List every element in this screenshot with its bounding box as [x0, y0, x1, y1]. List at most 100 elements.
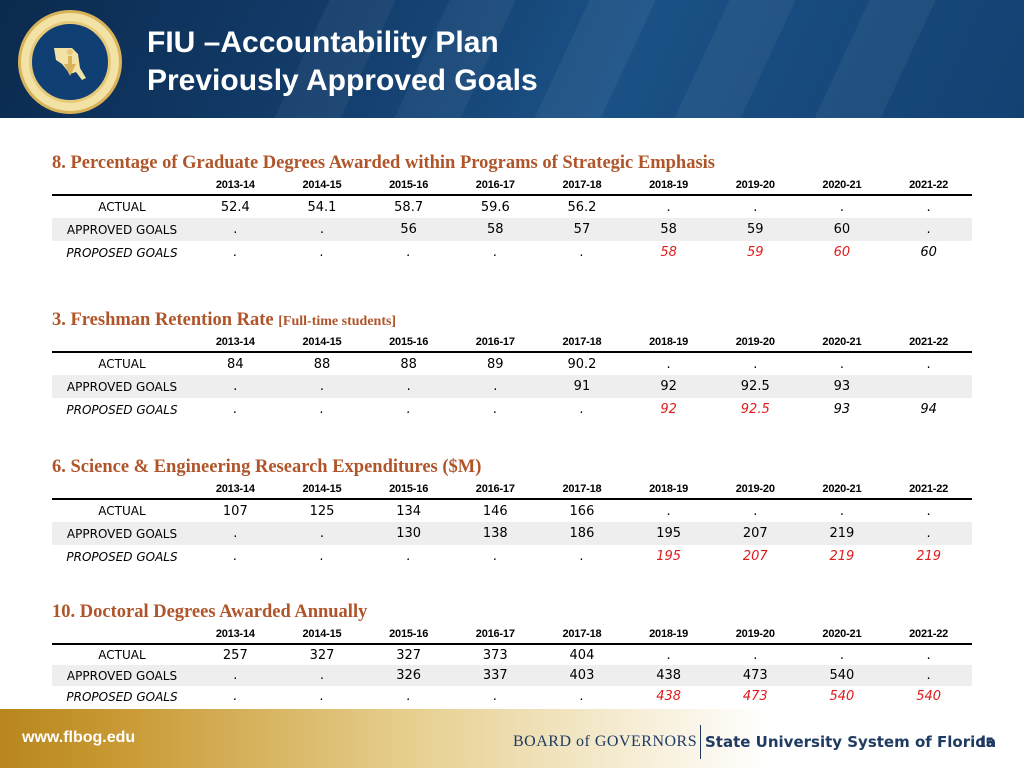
row-label-header — [52, 624, 192, 645]
table-cell: 404 — [569, 647, 595, 663]
table-cell — [885, 375, 972, 398]
year-header: 2015-16 — [365, 175, 452, 196]
table-cell: 326 — [365, 665, 452, 686]
year-header: 2018-19 — [625, 175, 712, 196]
table-cell: 195 — [625, 522, 712, 545]
footer-url-link[interactable]: www.flbog.edu — [22, 729, 136, 746]
table-cell: 540 — [916, 689, 942, 704]
section-title: 3. Freshman Retention Rate [Full-time st… — [52, 308, 972, 332]
year-header: 2020-21 — [798, 624, 886, 645]
year-header: 2019-20 — [711, 332, 799, 353]
table-cell: 92 — [660, 402, 677, 417]
table-cell: . — [319, 689, 325, 704]
table-cell: 54.1 — [307, 199, 337, 215]
table-cell: . — [926, 503, 931, 519]
table-cell: . — [753, 647, 758, 663]
section-research-expenditures: 6. Science & Engineering Research Expend… — [52, 455, 972, 568]
table-cell: 88 — [313, 356, 331, 372]
title-line-2: Previously Approved Goals — [147, 64, 538, 97]
data-table: 2013-14 2014-15 2015-16 2016-17 2017-18 … — [52, 479, 972, 568]
section-doctoral-degrees: 10. Doctoral Degrees Awarded Annually 20… — [52, 600, 972, 707]
actual-row: ACTUAL 257 327 327 373 404 . . . . — [52, 644, 972, 665]
table-cell: 403 — [538, 665, 626, 686]
table-cell: 438 — [625, 665, 712, 686]
section-title-text: 6. Science & Engineering Research Expend… — [52, 457, 482, 477]
table-cell: 89 — [487, 356, 504, 372]
table-cell: . — [926, 356, 931, 372]
table-cell: 52.4 — [220, 199, 250, 215]
year-header: 2016-17 — [451, 332, 539, 353]
table-cell: . — [493, 549, 498, 564]
year-header: 2017-18 — [538, 624, 626, 645]
proposed-goals-row: PROPOSED GOALS . . . . . 92 92.5 93 94 — [52, 398, 972, 421]
section-title-text: 8. Percentage of Graduate Degrees Awarde… — [52, 153, 715, 173]
table-cell: 134 — [396, 503, 422, 519]
year-header: 2015-16 — [365, 479, 452, 500]
data-table: 2013-14 2014-15 2015-16 2016-17 2017-18 … — [52, 624, 972, 707]
table-cell: . — [451, 375, 539, 398]
approved-goals-row: APPROVED GOALS . . 130 138 186 195 207 2… — [52, 522, 972, 545]
table-cell: . — [278, 218, 366, 241]
table-cell: 60 — [920, 245, 937, 260]
table-cell: . — [885, 218, 972, 241]
row-label: PROPOSED GOALS — [66, 549, 178, 564]
table-cell: . — [233, 549, 238, 564]
table-cell: . — [406, 245, 411, 260]
year-header: 2019-20 — [711, 479, 799, 500]
row-label-header — [52, 175, 192, 196]
table-cell: 257 — [222, 647, 248, 663]
year-header: 2017-18 — [538, 175, 626, 196]
table-cell: 327 — [309, 647, 335, 663]
year-header: 2013-14 — [192, 479, 279, 500]
table-cell: 327 — [396, 647, 422, 663]
footer-system-name: State University System of Florida — [705, 733, 997, 751]
table-cell: . — [579, 549, 585, 564]
year-header: 2018-19 — [625, 332, 712, 353]
table-cell: 58.7 — [394, 199, 424, 215]
table-cell: . — [493, 689, 498, 704]
table-cell: . — [926, 647, 931, 663]
table-cell: 59 — [746, 245, 764, 260]
section-subtitle: [Full-time students] — [278, 314, 397, 329]
year-header: 2016-17 — [451, 175, 539, 196]
approved-goals-row: APPROVED GOALS . . 326 337 403 438 473 5… — [52, 665, 972, 686]
row-label: APPROVED GOALS — [52, 522, 192, 545]
actual-row: ACTUAL 52.4 54.1 58.7 59.6 56.2 . . . . — [52, 195, 972, 218]
row-label: PROPOSED GOALS — [66, 402, 178, 417]
section-title-text: 10. Doctoral Degrees Awarded Annually — [52, 602, 368, 622]
data-table: 2013-14 2014-15 2015-16 2016-17 2017-18 … — [52, 332, 972, 421]
table-cell: 57 — [538, 218, 626, 241]
row-label-header — [52, 479, 192, 500]
approved-goals-row: APPROVED GOALS . . 56 58 57 58 59 60 . — [52, 218, 972, 241]
year-header: 2014-15 — [278, 479, 366, 500]
table-cell: 94 — [920, 402, 937, 417]
row-label: APPROVED GOALS — [52, 375, 192, 398]
table-cell: 59 — [711, 218, 799, 241]
row-label: ACTUAL — [98, 357, 146, 371]
table-cell: . — [192, 375, 279, 398]
table-cell: 540 — [798, 665, 886, 686]
slide-footer: www.flbog.edu BOARD of GOVERNORS State U… — [0, 709, 1024, 768]
table-cell: 58 — [660, 245, 677, 260]
year-header-row: 2013-14 2014-15 2015-16 2016-17 2017-18 … — [52, 332, 972, 353]
table-cell: 219 — [916, 549, 942, 564]
year-header: 2016-17 — [451, 624, 539, 645]
table-cell: 84 — [227, 356, 244, 372]
table-cell: 540 — [829, 689, 855, 704]
board-of-governors-wordmark: BOARD of GOVERNORS — [513, 733, 698, 750]
approved-goals-row: APPROVED GOALS . . . . 91 92 92.5 93 — [52, 375, 972, 398]
section-title-text: 3. Freshman Retention Rate — [52, 310, 274, 330]
table-cell: . — [192, 522, 279, 545]
table-cell: 130 — [365, 522, 452, 545]
table-cell: 207 — [742, 549, 768, 564]
page-number: 15 — [978, 734, 994, 750]
row-label: ACTUAL — [98, 200, 146, 214]
year-header: 2017-18 — [538, 479, 626, 500]
year-header: 2018-19 — [625, 479, 712, 500]
table-cell: . — [839, 647, 844, 663]
table-cell: . — [278, 665, 366, 686]
table-cell: . — [753, 356, 758, 372]
table-cell: 60 — [833, 245, 851, 260]
section-title: 6. Science & Engineering Research Expend… — [52, 455, 972, 479]
table-cell: . — [233, 245, 238, 260]
